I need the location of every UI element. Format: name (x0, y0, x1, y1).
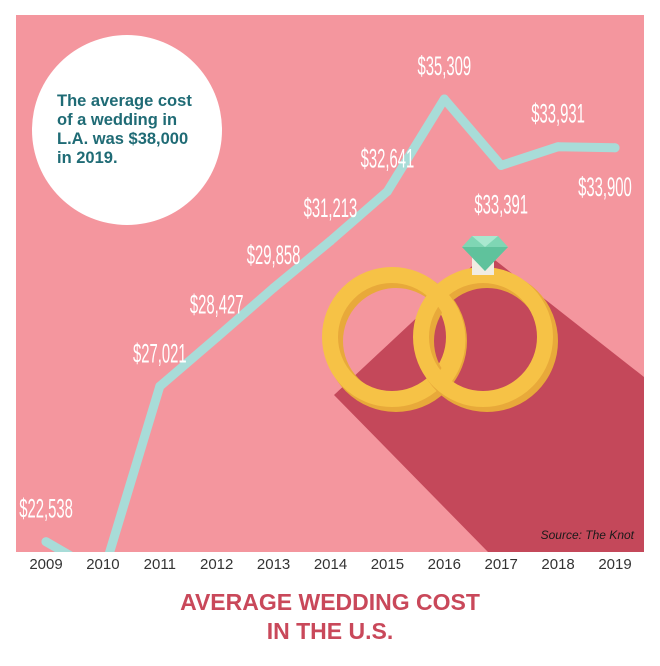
x-tick-2014: 2014 (313, 556, 348, 573)
title-line-2: IN THE U.S. (266, 618, 394, 644)
data-point-2013 (269, 283, 279, 293)
x-tick-2012: 2012 (200, 556, 234, 573)
diamond-icon (462, 236, 508, 271)
data-point-2011 (155, 381, 165, 391)
data-point-2017 (496, 160, 506, 170)
wedding-rings-icon (322, 255, 558, 412)
x-tick-2018: 2018 (541, 556, 575, 573)
data-label-2013: $29,858 (247, 239, 301, 270)
data-point-2018 (553, 142, 563, 152)
x-tick-2013: 2013 (256, 556, 291, 573)
data-point-2012 (212, 333, 222, 342)
x-tick-2009: 2009 (29, 556, 63, 573)
x-tick-2016: 2016 (427, 556, 461, 573)
x-tick-2010: 2010 (86, 556, 120, 573)
source-note: Source: The Knot (540, 528, 634, 542)
data-label-2015: $32,641 (361, 143, 415, 174)
data-label-2016: $35,309 (417, 50, 471, 81)
callout-text: The average cost of a wedding in L.A. wa… (57, 92, 192, 167)
x-tick-2019: 2019 (598, 556, 632, 573)
chart-title: AVERAGE WEDDING COST IN THE U.S. (0, 588, 660, 646)
x-tick-2017: 2017 (484, 556, 518, 573)
chart-area: $22,538$21,592$27,021$28,427$29,858$31,2… (16, 15, 644, 552)
x-tick-2015: 2015 (370, 556, 405, 573)
data-label-2019: $33,900 (578, 171, 632, 202)
x-axis: 2009 2010 2011 2012 2013 2014 2015 2016 2017 2018… (0, 556, 660, 580)
data-label-2014: $31,213 (304, 192, 358, 223)
data-point-2015 (382, 186, 392, 196)
data-point-2014 (326, 236, 335, 246)
title-line-1: AVERAGE WEDDING COST (180, 589, 480, 615)
data-label-2011: $27,021 (133, 338, 187, 369)
data-point-2016 (439, 94, 449, 104)
data-label-2017: $33,391 (474, 189, 528, 220)
callout-circle: The average cost of a wedding in L.A. wa… (32, 35, 222, 225)
data-label-2009: $22,538 (19, 493, 73, 524)
data-label-2018: $33,931 (531, 98, 585, 129)
data-point-2009 (41, 537, 51, 547)
x-tick-2011: 2011 (143, 556, 176, 573)
data-point-2019 (610, 143, 620, 153)
line-chart: $22,538$21,592$27,021$28,427$29,858$31,2… (16, 15, 644, 552)
data-label-2012: $28,427 (190, 289, 244, 320)
